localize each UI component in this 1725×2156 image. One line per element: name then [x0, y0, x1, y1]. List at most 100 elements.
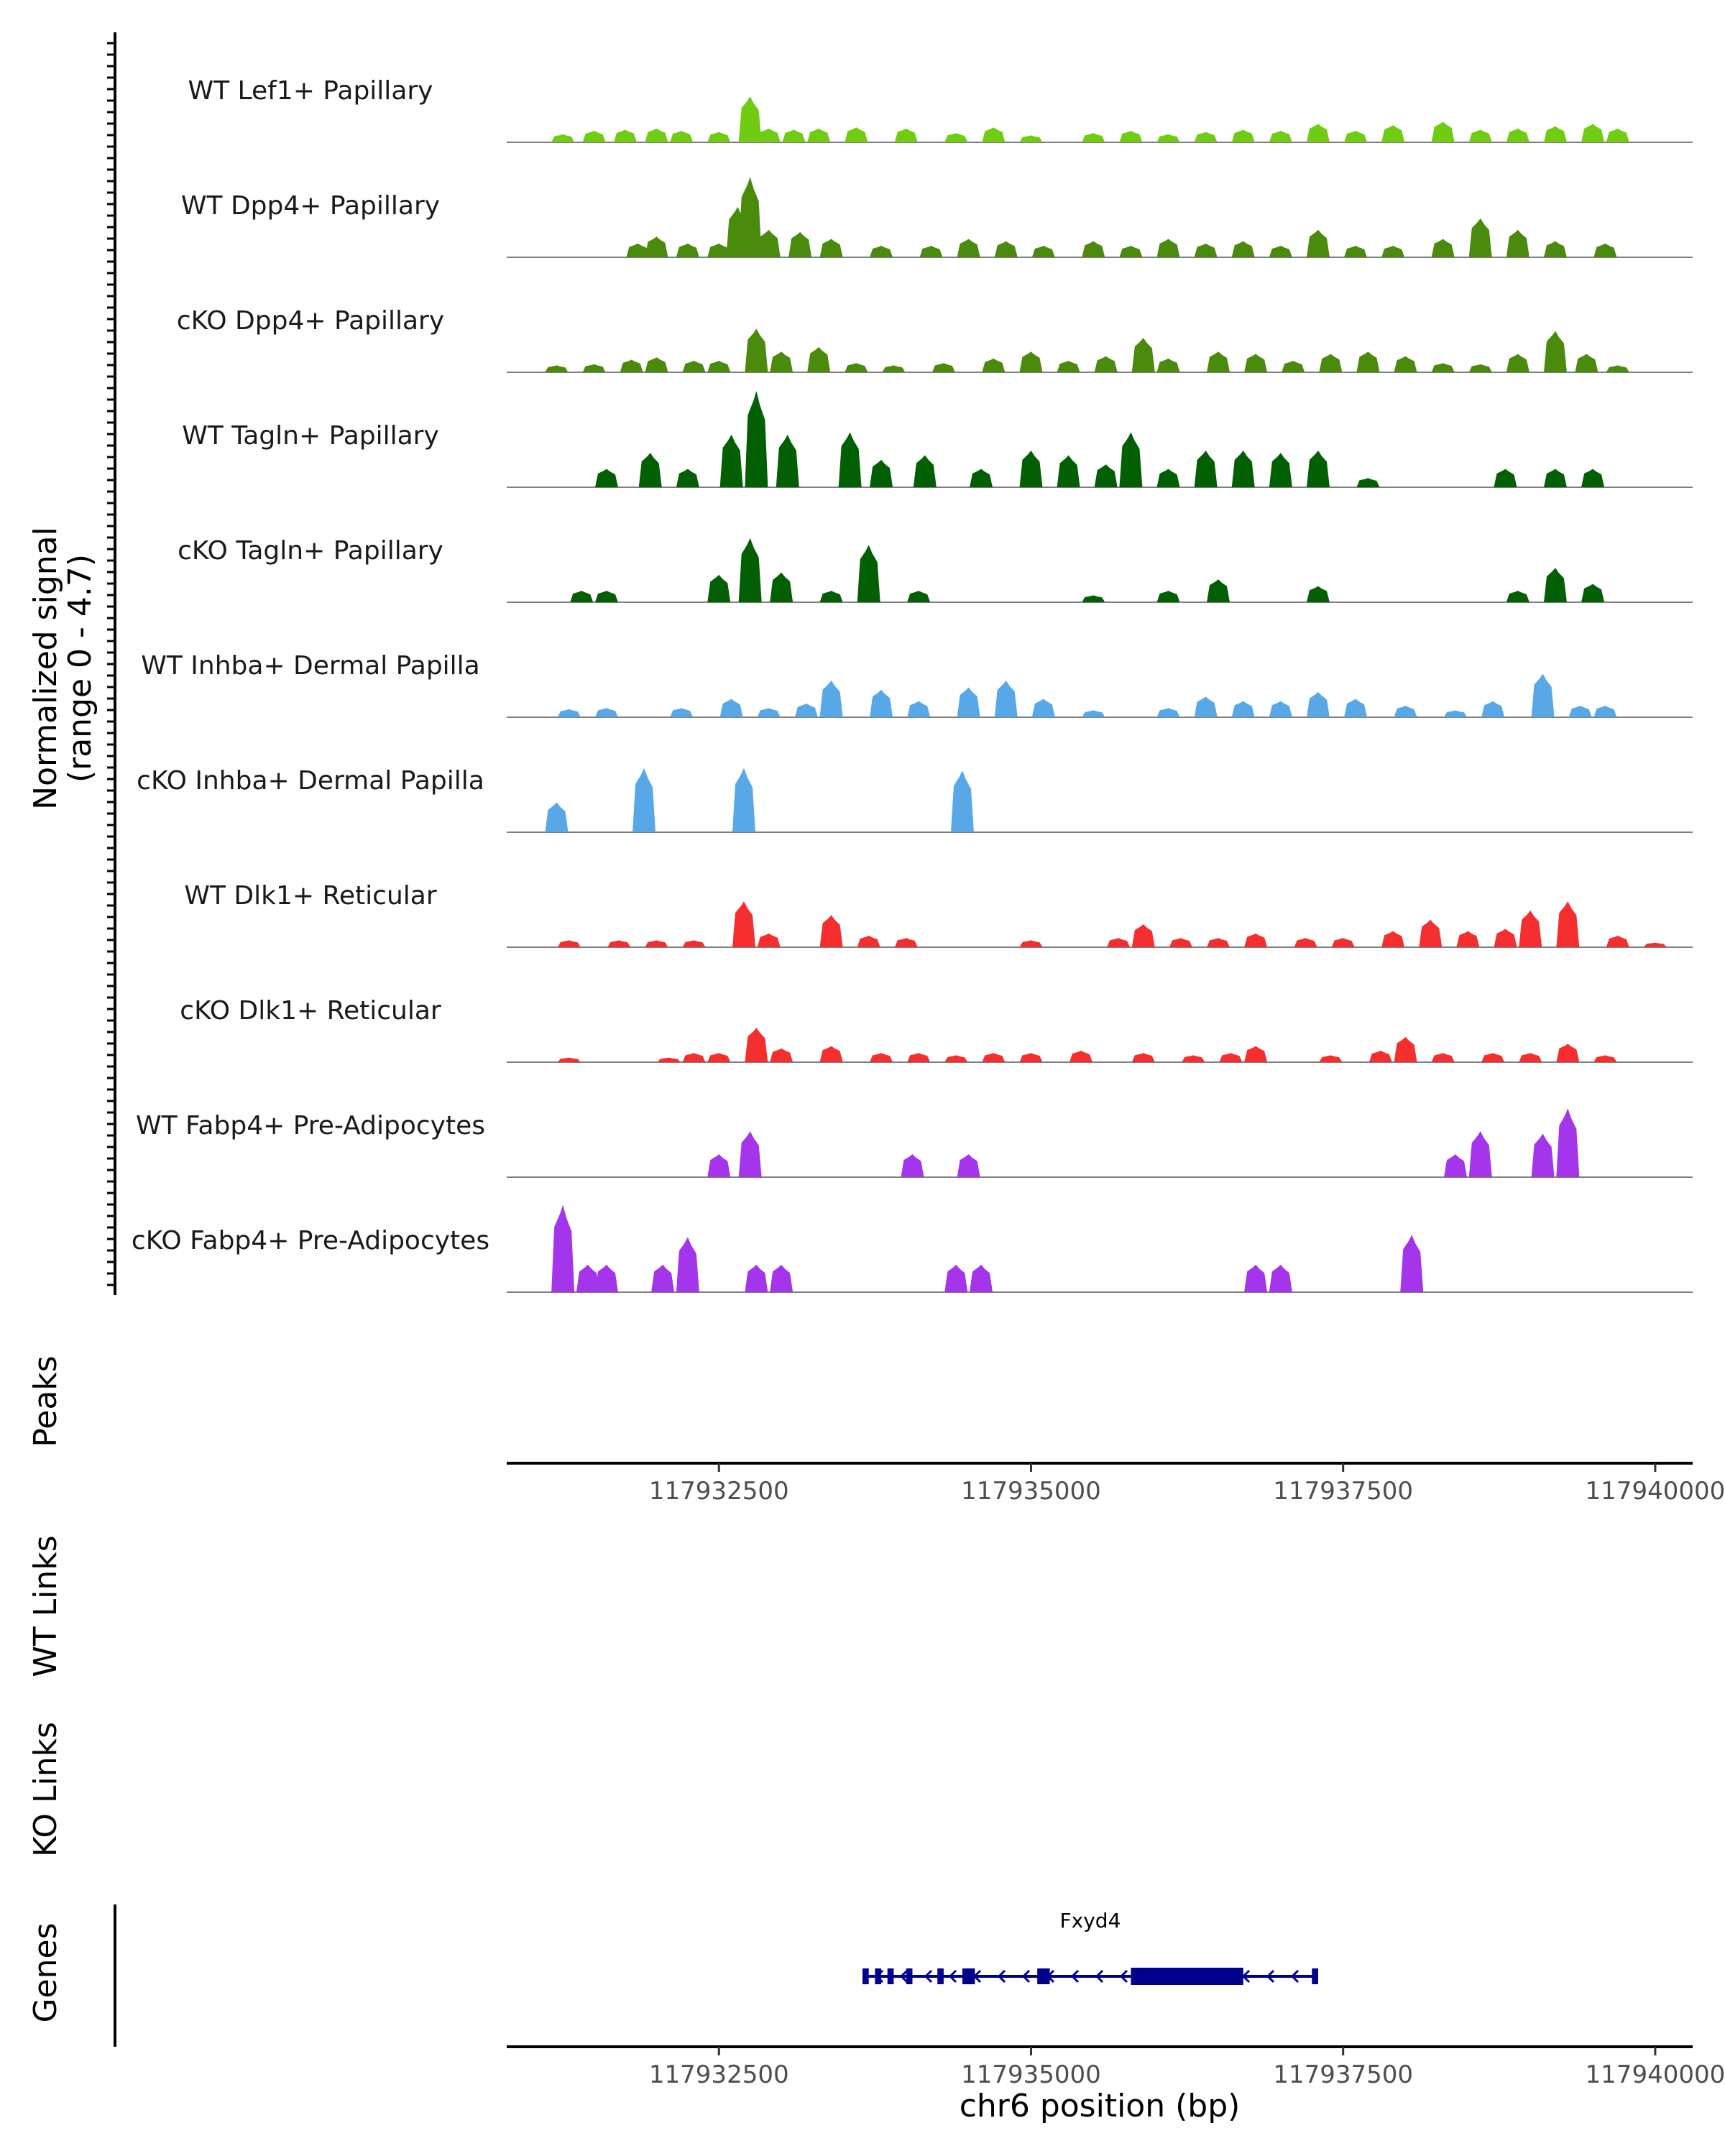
track-label: WT Lef1+ Papillary: [188, 76, 433, 106]
signal-peak: [845, 363, 868, 372]
signal-peak: [1231, 129, 1255, 142]
genes-track-label: Genes: [27, 1922, 64, 2022]
signal-peak: [1306, 691, 1330, 717]
signal-peak: [626, 243, 650, 257]
signal-peak: [1294, 938, 1317, 947]
signal-peak: [707, 574, 731, 602]
signal-peak: [645, 940, 668, 947]
signal-peak: [1556, 1044, 1580, 1062]
signal-peak: [1593, 1055, 1617, 1062]
signal-peak: [1381, 931, 1405, 947]
signal-peak: [1269, 1264, 1292, 1292]
signal-peak: [1593, 243, 1617, 257]
signal-peak: [1606, 365, 1629, 372]
signal-peak: [1431, 363, 1455, 372]
signal-peak: [1156, 708, 1180, 717]
signal-peak: [1643, 942, 1667, 947]
signal-peak: [557, 709, 581, 717]
signal-peak: [732, 768, 755, 832]
signal-peak: [819, 680, 843, 717]
signal-peak: [1069, 1051, 1092, 1062]
gene-fxyd4: Fxyd4: [862, 1909, 1318, 1985]
signal-peak: [1444, 1154, 1467, 1177]
signal-peak: [732, 901, 755, 947]
signal-peak: [1531, 1133, 1555, 1177]
signal-peak: [1019, 1053, 1043, 1062]
wt-links-track-label: WT Links: [27, 1535, 64, 1677]
signal-peak: [870, 689, 893, 717]
signal-peak: [1381, 125, 1405, 142]
signal-peak: [1400, 1235, 1424, 1292]
signal-peak: [676, 243, 699, 257]
signal-peak: [1269, 701, 1292, 717]
signal-peak: [1057, 455, 1080, 487]
signal-peak: [1207, 579, 1230, 602]
signal-peak: [1381, 246, 1405, 257]
signal-peak: [901, 1154, 924, 1177]
signal-peak: [682, 940, 706, 947]
signal-peak: [551, 1204, 575, 1292]
signal-peak: [1543, 469, 1567, 487]
gene-exon: [962, 1968, 975, 1984]
signal-peak: [857, 545, 880, 602]
strand-arrow: [997, 1969, 1006, 1984]
signal-peak: [1306, 450, 1330, 487]
signal-peak: [1543, 568, 1567, 602]
signal-peak: [1119, 246, 1143, 257]
signal-peak: [1306, 586, 1330, 602]
signal-peak: [738, 538, 762, 602]
signal-peak: [607, 940, 631, 947]
x-axis-title: chr6 position (bp): [960, 2088, 1241, 2124]
signal-peak: [776, 434, 799, 487]
strand-arrow: [924, 1969, 933, 1984]
signal-peak: [545, 802, 569, 832]
signal-peak: [845, 127, 868, 142]
signal-peak: [894, 128, 918, 142]
strand-arrow: [899, 1969, 908, 1984]
x-axis-upper: 117932500 117935000 117937500 117940000: [507, 1462, 1725, 1506]
gene-exon: [1037, 1968, 1050, 1984]
track-label: WT Fabp4+ Pre-Adipocytes: [136, 1111, 485, 1141]
signal-peak: [932, 363, 955, 372]
signal-peak: [1394, 1036, 1417, 1062]
x-tick-label: 117935000: [961, 1477, 1101, 1506]
signal-peak: [757, 933, 781, 947]
x-tick-label: 117932500: [649, 1477, 789, 1506]
signal-peak: [1543, 126, 1567, 142]
signal-peak: [919, 246, 943, 257]
signal-peak: [982, 127, 1006, 142]
strand-arrow: [1119, 1969, 1128, 1984]
track-2: WT Dpp4+ Papillary: [181, 177, 1693, 258]
signal-peak: [1506, 591, 1530, 602]
track-label: cKO Dpp4+ Papillary: [177, 306, 444, 336]
gene-name-label: Fxyd4: [1060, 1909, 1121, 1932]
signal-peak: [745, 1264, 768, 1292]
signal-peak: [545, 365, 569, 372]
signal-peak: [1131, 338, 1155, 372]
signal-peak: [907, 701, 931, 717]
strand-arrow: [1021, 1969, 1031, 1984]
ko-links-track-label: KO Links: [27, 1722, 64, 1857]
signal-peak: [1468, 129, 1492, 142]
signal-peak: [551, 134, 575, 142]
signal-peak: [870, 459, 893, 487]
track-11: cKO Fabp4+ Pre-Adipocytes: [132, 1204, 1693, 1293]
signal-peak: [1431, 1053, 1455, 1062]
gene-track: Fxyd4: [862, 1909, 1318, 1985]
strand-arrow: [1290, 1969, 1300, 1984]
strand-arrow: [1095, 1969, 1104, 1984]
signal-peak: [1356, 478, 1380, 487]
signal-peak: [1431, 239, 1455, 257]
signal-peak: [1368, 1051, 1392, 1062]
signal-peak: [757, 128, 781, 142]
signal-peak: [957, 687, 980, 717]
strand-arrow: [1266, 1969, 1275, 1984]
signal-peak: [1519, 1053, 1542, 1062]
signal-peak: [594, 708, 618, 717]
signal-peak: [807, 346, 831, 372]
signal-peak: [1131, 924, 1155, 947]
signal-peak: [1431, 121, 1455, 142]
signal-peak: [557, 1057, 581, 1062]
signal-peak: [1282, 361, 1305, 372]
track-label: cKO Inhba+ Dermal Papilla: [137, 766, 484, 796]
